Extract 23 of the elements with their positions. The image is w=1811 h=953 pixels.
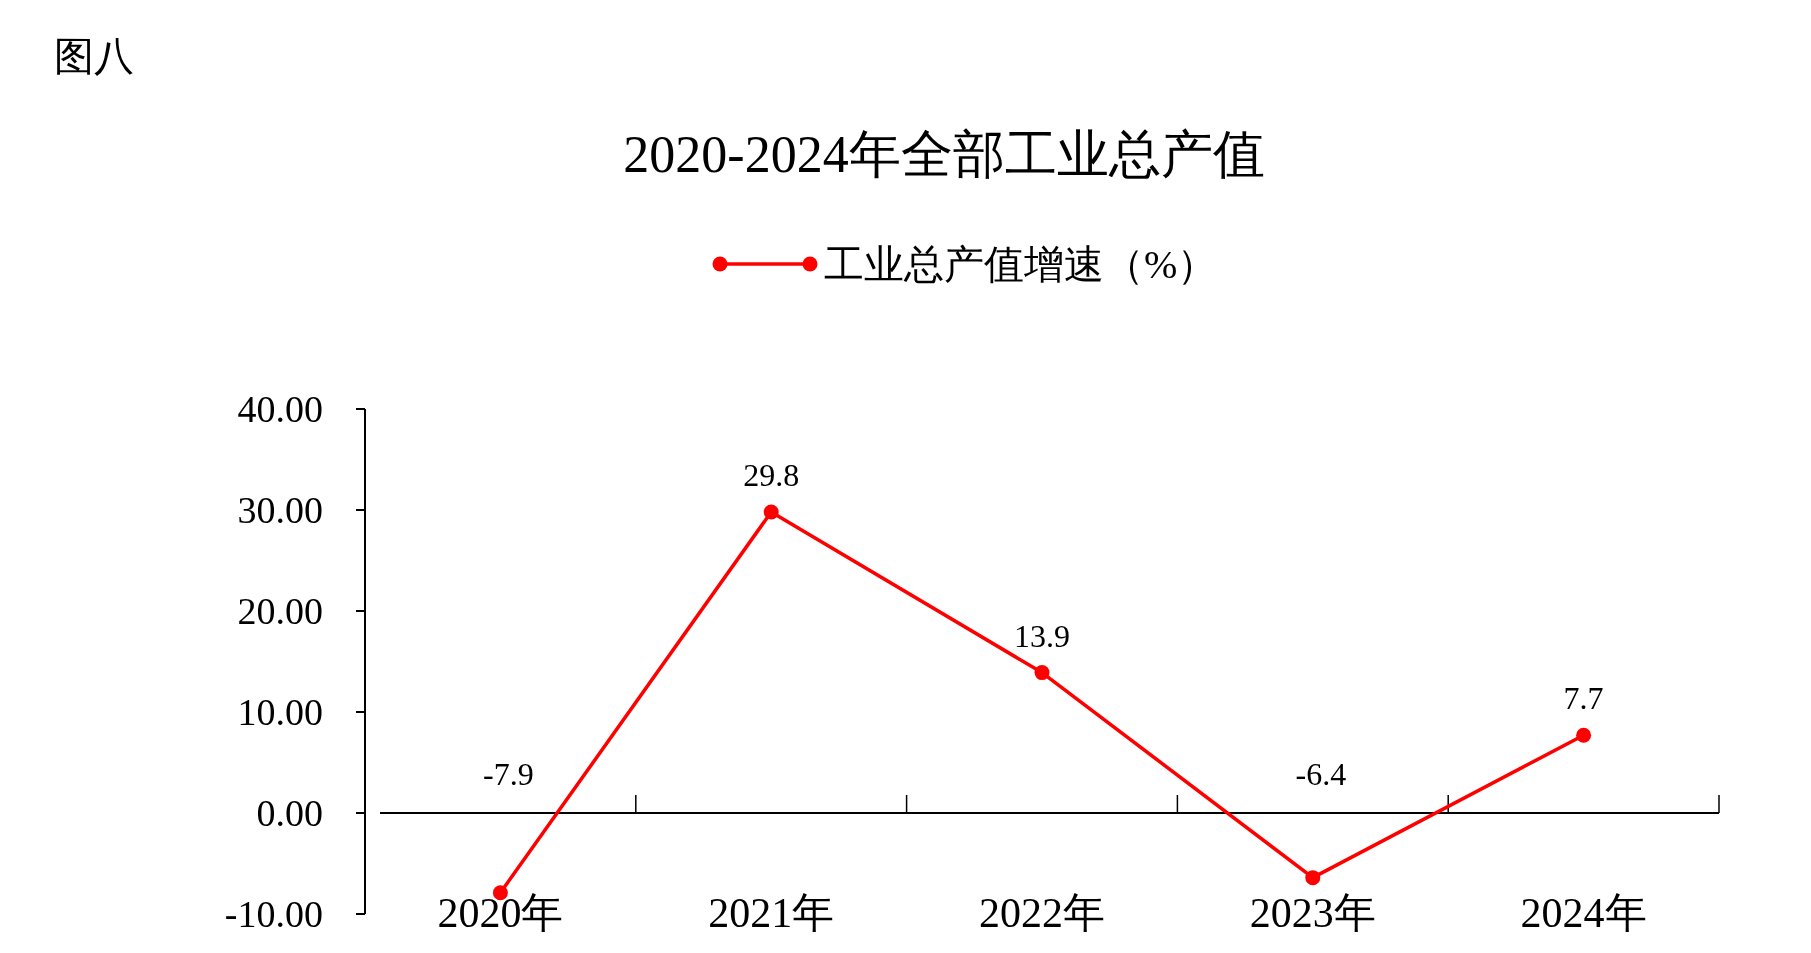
x-tick-label: 2020年 <box>437 890 564 936</box>
y-tick-label: 30.00 <box>237 489 323 531</box>
y-tick-label: -10.00 <box>224 893 323 935</box>
data-label: -7.9 <box>483 756 534 792</box>
data-label: 7.7 <box>1563 680 1604 717</box>
x-tick-label: 2023年 <box>1249 890 1376 936</box>
y-tick-label: 10.00 <box>237 691 323 733</box>
text: 图八 <box>54 34 134 79</box>
point <box>1576 727 1592 743</box>
legend-label: 工业总产值增速（%） <box>824 242 1218 287</box>
x-tick-label: 2021年 <box>708 890 835 936</box>
data-label: 29.8 <box>743 457 800 494</box>
data-label: -6.4 <box>1295 756 1347 792</box>
x-tick-label: 2024年 <box>1520 890 1647 936</box>
point <box>1305 870 1321 886</box>
data-label: 13.9 <box>1014 617 1070 654</box>
y-tick-label: 20.00 <box>237 590 323 632</box>
x-tick-label: 2022年 <box>979 890 1105 936</box>
chart-title: 2020-2024年全部工业总产值 <box>623 126 1265 183</box>
y-tick-label: 40.00 <box>237 388 323 430</box>
point <box>763 504 779 520</box>
y-tick-label: 0.00 <box>256 792 323 834</box>
point <box>1034 665 1050 681</box>
